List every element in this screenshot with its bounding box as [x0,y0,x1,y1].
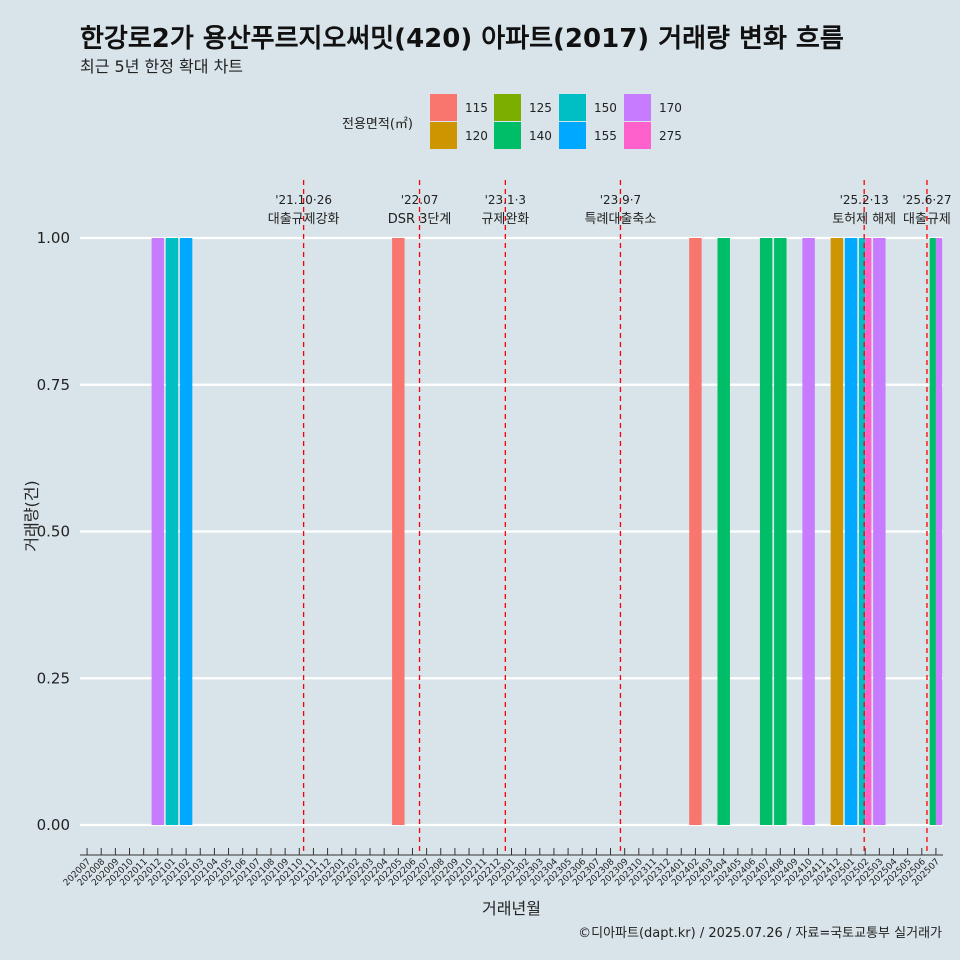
legend-label-150: 150 [594,101,617,115]
y-tick-label: 0.75 [37,376,70,394]
bar-202410-170 [802,238,815,825]
legend-label-125: 125 [529,101,552,115]
y-axis-title: 거래량(건) [22,480,41,551]
event-desc-label: 토허제 해제 [832,212,896,227]
legend-label-275: 275 [659,129,682,143]
y-tick-label: 0.00 [37,816,70,834]
event-date-label: '21.10·26 [275,193,332,207]
bar-202502-150 [858,238,866,825]
bar-202408-140 [774,238,787,825]
y-tick-label: 0.25 [37,669,70,687]
legend-label-115: 115 [465,101,488,115]
event-desc-label: DSR 3단계 [388,212,452,227]
legend-title: 전용면적(㎡) [342,117,413,132]
event-date-label: '22.07 [401,193,439,207]
bar-202502-275 [865,238,872,825]
legend-swatch-275 [624,122,651,149]
chart-subtitle: 최근 5년 한정 확대 차트 [80,57,244,76]
legend-swatch-170 [624,94,651,121]
bar-202507-140 [929,238,936,825]
legend-swatch-155 [559,122,586,149]
bar-202012-170 [151,238,165,825]
bar-202412-120 [830,238,844,825]
event-date-label: '23.1·3 [485,193,526,207]
legend-label-140: 140 [529,129,552,143]
bar-202404-140 [717,238,730,825]
y-tick-label: 0.50 [37,523,70,541]
legend-swatch-140 [494,122,521,149]
event-desc-label: 대출규제강화 [268,212,340,227]
legend-label-155: 155 [594,129,617,143]
bar-202407-140 [759,238,773,825]
bar-202402-115 [689,238,702,825]
bar-202503-170 [873,238,886,825]
event-desc-label: 대출규제 [903,212,951,227]
chart-title: 한강로2가 용산푸르지오써밋(420) 아파트(2017) 거래량 변화 흐름 [80,24,844,54]
legend-swatch-150 [559,94,586,121]
legend-swatch-115 [430,94,457,121]
event-date-label: '25.2·13 [840,193,889,207]
event-date-label: '23.9·7 [600,193,641,207]
legend-label-120: 120 [465,129,488,143]
bar-202101-150 [165,238,179,825]
event-desc-label: 특례대출축소 [585,212,657,227]
event-desc-label: 규제완화 [481,212,529,227]
bar-202501-155 [844,238,858,825]
legend-swatch-125 [494,94,521,121]
bar-202507-170 [935,238,943,825]
y-tick-label: 1.00 [37,229,70,247]
legend-swatch-120 [430,122,457,149]
bar-202205-115 [392,238,405,825]
x-axis-title: 거래년월 [482,899,541,918]
event-date-label: '25.6·27 [902,193,951,207]
legend-label-170: 170 [659,101,682,115]
bar-202102-155 [179,238,193,825]
chart-caption: ©디아파트(dapt.kr) / 2025.07.26 / 자료=국토교통부 실… [578,926,942,941]
